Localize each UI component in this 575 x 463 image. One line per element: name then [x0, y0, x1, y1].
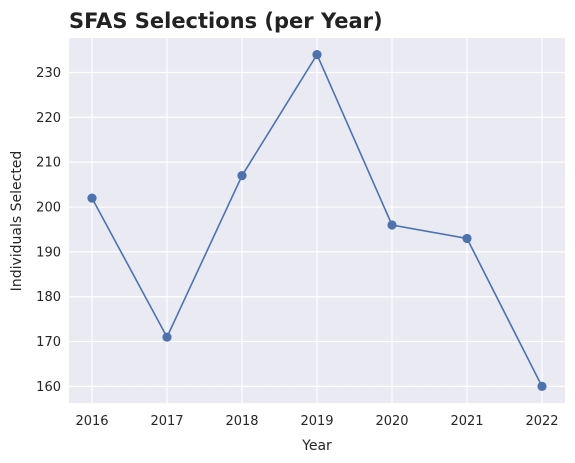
y-tick-label: 170 — [36, 335, 61, 350]
data-point — [237, 171, 247, 181]
y-tick-labels: 160 170 180 190 200 210 220 230 — [36, 66, 61, 395]
x-tick-label: 2019 — [300, 414, 333, 429]
y-tick-label: 190 — [36, 245, 61, 260]
x-tick-label: 2017 — [150, 414, 183, 429]
x-tick-label: 2016 — [75, 414, 108, 429]
data-point — [162, 332, 172, 342]
x-tick-label: 2018 — [225, 414, 258, 429]
y-tick-label: 230 — [36, 66, 61, 81]
x-gridlines — [91, 38, 543, 403]
data-points — [87, 49, 547, 392]
y-axis-label: Individuals Selected — [9, 151, 25, 292]
y-tick-label: 160 — [36, 380, 61, 395]
y-tick-label: 220 — [36, 111, 61, 126]
data-point — [462, 233, 472, 244]
data-point — [537, 381, 547, 392]
data-point — [87, 193, 97, 203]
x-tick-label: 2022 — [525, 414, 558, 429]
x-tick-label: 2020 — [375, 414, 408, 429]
chart-title: SFAS Selections (per Year) — [69, 9, 383, 33]
data-point — [387, 220, 397, 230]
x-tick-label: 2021 — [450, 414, 483, 429]
y-tick-label: 200 — [36, 201, 61, 216]
data-point — [312, 49, 322, 60]
x-axis-label: Year — [301, 438, 332, 454]
y-tick-label: 180 — [36, 290, 61, 305]
y-tick-label: 210 — [36, 156, 61, 171]
x-tick-labels: 2016 2017 2018 2019 2020 2021 2022 — [75, 414, 558, 429]
